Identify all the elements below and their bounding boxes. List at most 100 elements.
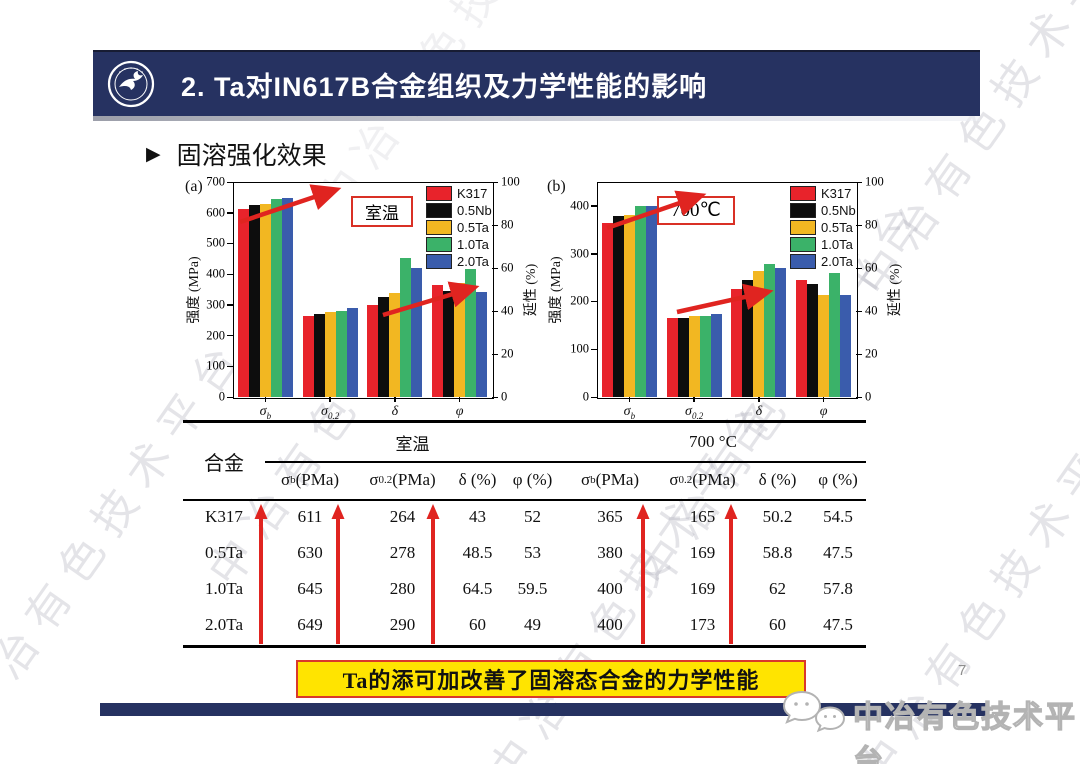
panel-label: (b) bbox=[547, 178, 566, 195]
table-cell: 173 bbox=[689, 615, 716, 634]
header-shadow bbox=[93, 116, 980, 121]
y-right-tick-label: 80 bbox=[501, 217, 514, 232]
bar-1.0Ta-σ0.2 bbox=[335, 311, 347, 397]
slide-title: 2. Ta对IN617B合金组织及力学性能的影响 bbox=[181, 71, 708, 102]
table-cell: 290 bbox=[389, 615, 416, 634]
x-category-label: δ bbox=[755, 404, 763, 419]
bar-0.5Ta-σ0.2 bbox=[324, 311, 336, 397]
y-left-tick-label: 100 bbox=[206, 358, 225, 373]
x-category-label: σb bbox=[623, 404, 636, 421]
y-left-tick bbox=[227, 365, 233, 368]
table-cell: δ (%) bbox=[458, 470, 497, 489]
y-left-tick bbox=[227, 242, 233, 245]
y-left-tick-label: 400 bbox=[570, 198, 589, 213]
legend-swatch-icon bbox=[426, 237, 452, 252]
slide-header: 2. Ta对IN617B合金组织及力学性能的影响 bbox=[93, 50, 980, 116]
table-cell: 47.5 bbox=[823, 615, 853, 634]
y-right-tick bbox=[492, 310, 498, 312]
table-cell: 645 bbox=[297, 579, 323, 598]
table-cell: 合金 bbox=[204, 452, 244, 475]
legend-swatch-icon bbox=[790, 254, 816, 269]
legend-label: K317 bbox=[457, 186, 488, 201]
x-tick bbox=[758, 397, 760, 402]
table-cell: 54.5 bbox=[823, 507, 853, 526]
condition-label-box: 室温 bbox=[351, 196, 413, 227]
bullet-triangle-icon: ▶ bbox=[146, 143, 161, 165]
table-cell: 700 °C bbox=[689, 432, 737, 451]
x-tick bbox=[822, 397, 825, 402]
table-cell: 169 bbox=[689, 579, 716, 598]
y-right-axis-title: 延性 (%) bbox=[524, 263, 539, 316]
table-cell: 400 bbox=[597, 615, 623, 634]
increase-arrow-icon bbox=[426, 504, 440, 644]
y-left-tick-label: 600 bbox=[206, 205, 225, 220]
table-cell: 59.5 bbox=[517, 579, 548, 598]
bar-1.0Ta-σb bbox=[634, 205, 646, 397]
legend-item: 1.0Ta bbox=[426, 236, 492, 253]
increase-arrow-icon bbox=[254, 504, 268, 644]
bar-0.5Ta-σb bbox=[623, 215, 635, 397]
table-rule bbox=[183, 645, 866, 648]
table-cell: 52 bbox=[524, 507, 541, 526]
increase-arrow-icon bbox=[331, 504, 345, 644]
legend-label: 2.0Ta bbox=[457, 254, 489, 269]
y-left-tick bbox=[227, 212, 233, 214]
bar-K317-σ0.2 bbox=[666, 318, 678, 397]
y-right-tick-label: 0 bbox=[501, 389, 508, 404]
table-row-alloy: 2.0Ta bbox=[205, 615, 243, 634]
bar-2.0Ta-σ0.2 bbox=[346, 307, 358, 397]
legend-label: 0.5Ta bbox=[457, 220, 489, 235]
legend-label: K317 bbox=[821, 186, 852, 201]
bar-0.5Ta-φ bbox=[454, 283, 466, 397]
legend-label: 2.0Ta bbox=[821, 254, 853, 269]
bar-2.0Ta-δ bbox=[411, 268, 423, 397]
bar-2.0Ta-σ0.2 bbox=[710, 314, 722, 397]
legend-item: K317 bbox=[426, 185, 492, 202]
y-left-tick-label: 0 bbox=[582, 389, 589, 404]
table-cell: 264 bbox=[389, 507, 416, 526]
table-cell: 365 bbox=[597, 507, 623, 526]
condition-label-box: 700℃ bbox=[657, 196, 735, 225]
y-left-tick bbox=[591, 205, 597, 207]
y-right-tick bbox=[492, 224, 498, 226]
y-right-tick-label: 80 bbox=[865, 217, 878, 232]
y-right-tick bbox=[492, 267, 498, 269]
y-left-tick-label: 0 bbox=[218, 389, 225, 404]
table-row-alloy: K317 bbox=[205, 507, 243, 526]
y-right-tick bbox=[856, 224, 862, 226]
y-right-tick-label: 0 bbox=[865, 389, 872, 404]
table-cell: 62 bbox=[769, 579, 786, 598]
x-category-label: σ0.2 bbox=[321, 404, 340, 421]
legend-item: 2.0Ta bbox=[426, 253, 492, 270]
panel-label: (a) bbox=[185, 178, 203, 195]
table-cell: σ 0.2 (PMa) bbox=[669, 470, 736, 489]
x-category-label: σb bbox=[259, 404, 272, 421]
table-cell: 47.5 bbox=[823, 543, 853, 562]
table-cell: 611 bbox=[297, 507, 323, 526]
x-tick bbox=[329, 397, 331, 402]
x-tick bbox=[394, 397, 396, 402]
table-cell: 49 bbox=[524, 615, 541, 634]
legend-label: 1.0Ta bbox=[821, 237, 853, 252]
bar-K317-σb bbox=[237, 209, 249, 397]
y-right-axis-title: 延性 (%) bbox=[888, 263, 903, 316]
legend-item: 1.0Ta bbox=[790, 236, 856, 253]
x-tick bbox=[458, 397, 461, 402]
x-category-label: φ bbox=[819, 404, 828, 419]
table-cell: 380 bbox=[597, 543, 623, 562]
legend-label: 0.5Ta bbox=[821, 220, 853, 235]
y-left-tick-label: 700 bbox=[206, 174, 225, 189]
bar-0.5Nb-δ bbox=[742, 279, 754, 397]
x-category-label: σ0.2 bbox=[685, 404, 704, 421]
y-left-tick-label: 300 bbox=[570, 246, 589, 261]
page-number: 7 bbox=[958, 662, 967, 679]
table-cell: 58.8 bbox=[762, 543, 793, 562]
y-right-tick bbox=[492, 396, 498, 398]
bar-0.5Ta-σ0.2 bbox=[688, 316, 700, 397]
table-cell: φ (%) bbox=[818, 470, 858, 489]
bar-0.5Ta-δ bbox=[389, 292, 401, 397]
bar-1.0Ta-δ bbox=[400, 258, 412, 397]
table-cell: 53 bbox=[524, 543, 541, 562]
x-tick bbox=[264, 397, 267, 402]
